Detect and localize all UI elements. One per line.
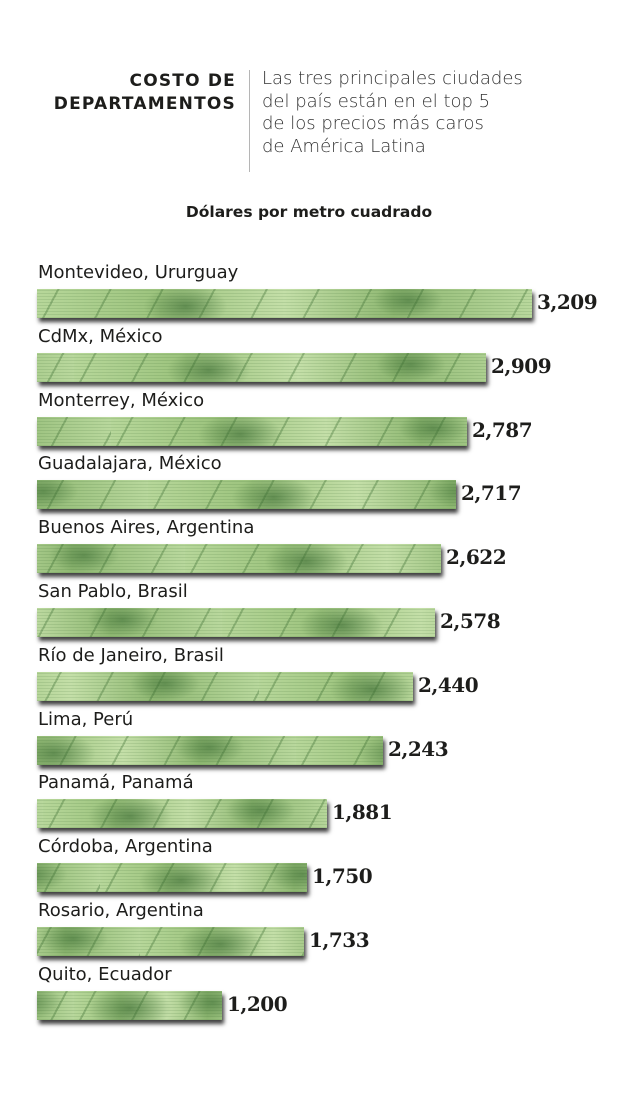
bar-value: 2,440 (418, 672, 479, 697)
bar-row: Panamá, Panamá 1,881 (0, 772, 618, 836)
unit-label: Dólares por metro cuadrado (185, 203, 433, 221)
bar-value: 2,787 (472, 417, 533, 442)
bar-value: 1,200 (227, 991, 288, 1016)
subtitle-line: de los precios más caros (262, 113, 484, 134)
dollar-bill-bar (37, 990, 222, 1020)
bar-label: San Pablo, Brasil (38, 581, 188, 602)
bar-row: Córdoba, Argentina 1,750 (0, 836, 618, 900)
bar-row: Monterrey, México 2,787 (0, 390, 618, 454)
chart-header: COSTO DE DEPARTAMENTOS Las tres principa… (0, 66, 618, 176)
bar-row: Buenos Aires, Argentina 2,622 (0, 517, 618, 581)
bar-label: CdMx, México (38, 325, 163, 347)
bar-row: CdMx, México 2,909 (0, 326, 618, 390)
bar-label: Guadalajara, México (38, 453, 222, 475)
bar-value: 1,881 (332, 800, 393, 825)
header-divider (249, 70, 250, 172)
bar-value: 2,622 (446, 545, 507, 570)
dollar-bill-bar (37, 863, 307, 893)
bar-row: Guadalajara, México 2,717 (0, 453, 618, 517)
dollar-bill-bar (37, 671, 413, 701)
dollar-bill-bar (37, 799, 327, 829)
chart-subtitle: Las tres principales ciudades del país e… (262, 68, 602, 158)
chart-title: COSTO DE DEPARTAMENTOS (54, 70, 236, 116)
bar-label: Montevideo, Ururguay (38, 262, 239, 283)
dollar-bill-bar (37, 352, 486, 382)
dollar-bill-bar (37, 480, 456, 510)
bar-row: Río de Janeiro, Brasil 2,440 (0, 645, 618, 709)
bar-value: 2,909 (491, 353, 552, 378)
bar-label: Rosario, Argentina (38, 900, 204, 921)
title-line-1: COSTO DE (129, 71, 236, 91)
bar-value: 2,243 (388, 736, 449, 761)
dollar-bill-bar (37, 544, 441, 574)
bar-value: 3,209 (537, 290, 598, 314)
bar-value: 2,717 (461, 481, 522, 506)
dollar-bill-bar (37, 289, 532, 318)
bar-label: Monterrey, México (38, 389, 205, 411)
subtitle-line: de América Latina (262, 135, 426, 157)
subtitle-line: del país están en el top 5 (262, 90, 491, 112)
bar-label: Panamá, Panamá (38, 772, 194, 794)
bar-label: Córdoba, Argentina (38, 836, 213, 858)
dollar-bill-bar (37, 416, 467, 446)
bar-row: Lima, Perú 2,243 (0, 709, 618, 773)
bar-value: 1,750 (312, 864, 373, 889)
dollar-bill-bar (37, 608, 435, 637)
bar-row: Quito, Ecuador 1,200 (0, 964, 618, 1028)
bar-value: 1,733 (309, 928, 370, 952)
dollar-bill-bar (37, 927, 304, 956)
subtitle-line: Las tres principales ciudades (262, 68, 523, 89)
bar-value: 2,578 (440, 609, 501, 633)
bar-label: Buenos Aires, Argentina (38, 517, 255, 539)
bar-label: Quito, Ecuador (38, 963, 172, 985)
bar-row: Montevideo, Ururguay 3,209 (0, 262, 618, 326)
bar-label: Lima, Perú (38, 708, 134, 730)
bar-row: San Pablo, Brasil 2,578 (0, 581, 618, 645)
bar-row: Rosario, Argentina 1,733 (0, 900, 618, 964)
dollar-bill-bar (37, 735, 383, 765)
bar-label: Río de Janeiro, Brasil (38, 644, 224, 666)
title-line-2: DEPARTAMENTOS (53, 94, 236, 114)
